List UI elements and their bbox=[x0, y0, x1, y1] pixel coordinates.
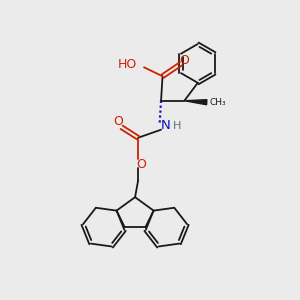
Text: CH₃: CH₃ bbox=[209, 98, 226, 107]
Text: O: O bbox=[180, 54, 190, 67]
Text: H: H bbox=[173, 121, 182, 131]
Text: HO: HO bbox=[117, 58, 136, 71]
Text: O: O bbox=[137, 158, 147, 171]
Polygon shape bbox=[184, 100, 207, 105]
Text: N: N bbox=[161, 119, 171, 132]
Text: O: O bbox=[113, 116, 123, 128]
